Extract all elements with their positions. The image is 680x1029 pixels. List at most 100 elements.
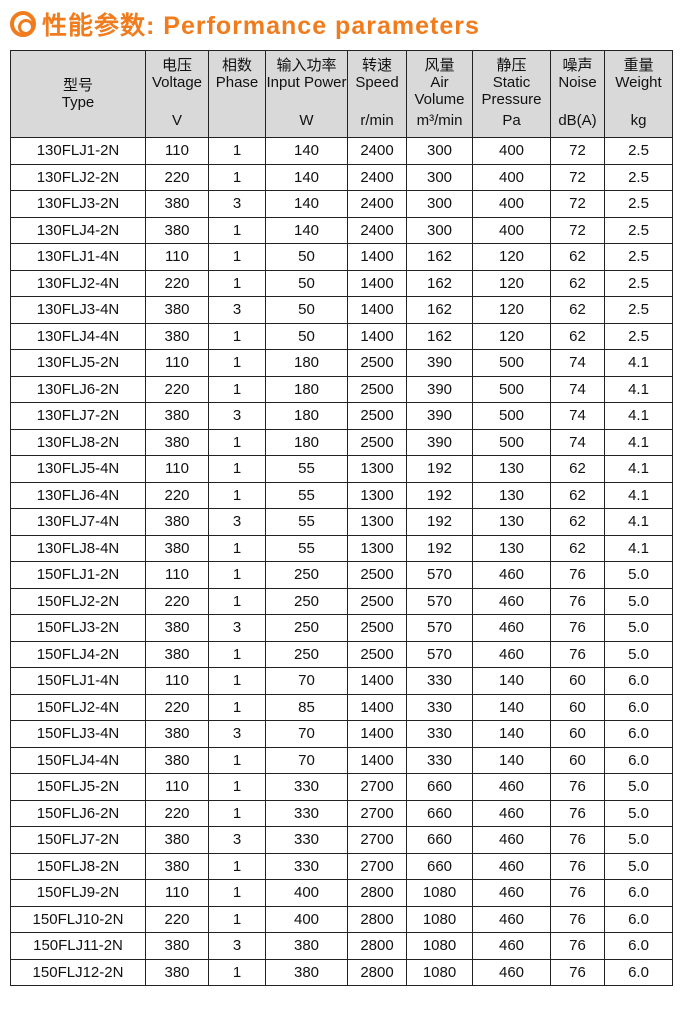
cell-voltage: 110 [145, 243, 209, 271]
cell-type: 150FLJ2-2N [10, 587, 146, 615]
cell-noise: 62 [550, 243, 605, 271]
cell-type: 130FLJ8-4N [10, 534, 146, 562]
header-en: Voltage [151, 74, 203, 91]
cell-phase: 1 [208, 799, 266, 827]
cell-weight: 4.1 [604, 508, 673, 536]
cell-air-volume: 1080 [406, 958, 473, 986]
cell-static-pressure: 120 [472, 243, 551, 271]
cell-speed: 2400 [347, 163, 407, 191]
cell-speed: 2500 [347, 402, 407, 430]
table-row: 150FLJ5-2N 110 1 330 2700 660 460 76 5.0 [10, 773, 673, 801]
cell-speed: 1300 [347, 481, 407, 509]
header-cn: 相数 [221, 57, 252, 74]
cell-speed: 2500 [347, 640, 407, 668]
header-unit: V [171, 112, 182, 129]
table-row: 130FLJ6-2N 220 1 180 2500 390 500 74 4.1 [10, 375, 673, 403]
cell-speed: 1400 [347, 322, 407, 350]
cell-type: 130FLJ7-4N [10, 508, 146, 536]
cell-type: 130FLJ3-4N [10, 296, 146, 324]
cell-static-pressure: 460 [472, 826, 551, 854]
header-air-volume: 风量 Air Volume m³/min [406, 50, 473, 138]
cell-voltage: 220 [145, 799, 209, 827]
cell-noise: 76 [550, 799, 605, 827]
cell-phase: 3 [208, 932, 266, 960]
cell-static-pressure: 460 [472, 587, 551, 615]
cell-input-power: 380 [265, 932, 348, 960]
cell-phase: 3 [208, 826, 266, 854]
cell-type: 130FLJ4-4N [10, 322, 146, 350]
cell-phase: 1 [208, 322, 266, 350]
cell-weight: 4.1 [604, 534, 673, 562]
cell-noise: 62 [550, 481, 605, 509]
cell-noise: 72 [550, 216, 605, 244]
header-static-pressure: 静压 Static Pressure Pa [472, 50, 551, 138]
cell-speed: 2800 [347, 958, 407, 986]
header-unit: dB(A) [558, 112, 597, 129]
cell-static-pressure: 460 [472, 614, 551, 642]
header-unit: r/min [360, 112, 394, 129]
cell-noise: 62 [550, 455, 605, 483]
cell-voltage: 220 [145, 375, 209, 403]
cell-weight: 6.0 [604, 720, 673, 748]
cell-noise: 76 [550, 561, 605, 589]
cell-noise: 62 [550, 322, 605, 350]
cell-weight: 6.0 [604, 905, 673, 933]
cell-voltage: 380 [145, 614, 209, 642]
cell-type: 130FLJ4-2N [10, 216, 146, 244]
header-en: Static Pressure [481, 74, 542, 108]
cell-static-pressure: 460 [472, 799, 551, 827]
cell-air-volume: 192 [406, 455, 473, 483]
table-row: 150FLJ4-2N 380 1 250 2500 570 460 76 5.0 [10, 640, 673, 668]
cell-input-power: 140 [265, 163, 348, 191]
table-row: 150FLJ8-2N 380 1 330 2700 660 460 76 5.0 [10, 852, 673, 880]
cell-static-pressure: 460 [472, 905, 551, 933]
cell-phase: 1 [208, 216, 266, 244]
cell-air-volume: 660 [406, 826, 473, 854]
performance-table: 型号 Type 电压 Voltage V 相数 Phase 输入功率 Input Power W 转… [10, 50, 673, 986]
cell-static-pressure: 460 [472, 852, 551, 880]
cell-noise: 74 [550, 402, 605, 430]
cell-air-volume: 390 [406, 428, 473, 456]
cell-phase: 1 [208, 163, 266, 191]
cell-weight: 6.0 [604, 693, 673, 721]
table-row: 150FLJ2-4N 220 1 85 1400 330 140 60 6.0 [10, 693, 673, 721]
cell-speed: 2400 [347, 190, 407, 218]
cell-voltage: 220 [145, 269, 209, 297]
table-row: 130FLJ3-4N 380 3 50 1400 162 120 62 2.5 [10, 296, 673, 324]
cell-static-pressure: 130 [472, 481, 551, 509]
cell-input-power: 140 [265, 137, 348, 165]
cell-phase: 1 [208, 561, 266, 589]
cell-phase: 1 [208, 137, 266, 165]
cell-voltage: 380 [145, 958, 209, 986]
header-unit: Pa [502, 112, 521, 129]
cell-speed: 2700 [347, 773, 407, 801]
cell-air-volume: 390 [406, 375, 473, 403]
header-voltage: 电压 Voltage V [145, 50, 209, 138]
cell-input-power: 55 [265, 508, 348, 536]
cell-input-power: 400 [265, 905, 348, 933]
cell-type: 130FLJ2-4N [10, 269, 146, 297]
table-row: 150FLJ10-2N 220 1 400 2800 1080 460 76 6.0 [10, 905, 673, 933]
cell-noise: 74 [550, 428, 605, 456]
cell-static-pressure: 140 [472, 667, 551, 695]
cell-input-power: 70 [265, 720, 348, 748]
header-cn: 风量 [424, 57, 455, 74]
table-row: 150FLJ9-2N 110 1 400 2800 1080 460 76 6.0 [10, 879, 673, 907]
cell-air-volume: 330 [406, 693, 473, 721]
cell-type: 150FLJ5-2N [10, 773, 146, 801]
cell-weight: 4.1 [604, 481, 673, 509]
cell-input-power: 180 [265, 402, 348, 430]
cell-type: 150FLJ4-4N [10, 746, 146, 774]
cell-air-volume: 570 [406, 640, 473, 668]
cell-speed: 2500 [347, 375, 407, 403]
table-row: 130FLJ4-2N 380 1 140 2400 300 400 72 2.5 [10, 216, 673, 244]
cell-speed: 1400 [347, 746, 407, 774]
table-row: 150FLJ6-2N 220 1 330 2700 660 460 76 5.0 [10, 799, 673, 827]
cell-air-volume: 390 [406, 402, 473, 430]
header-en: Input Power [266, 74, 347, 91]
table-row: 130FLJ5-2N 110 1 180 2500 390 500 74 4.1 [10, 349, 673, 377]
cell-phase: 1 [208, 534, 266, 562]
cell-phase: 1 [208, 746, 266, 774]
cell-noise: 60 [550, 667, 605, 695]
cell-type: 130FLJ2-2N [10, 163, 146, 191]
